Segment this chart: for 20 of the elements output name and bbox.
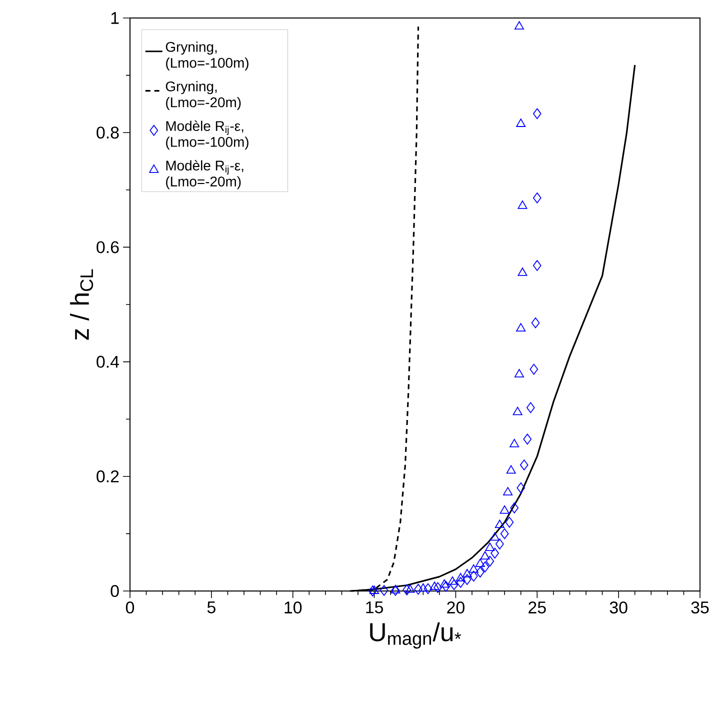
- x-tick-label: 0: [126, 601, 134, 614]
- legend-label: Gryning, (Lmo=-20m): [166, 81, 241, 110]
- x-tick-label: 15: [366, 601, 383, 614]
- y-tick-label: 0.6: [96, 241, 119, 254]
- y-tick-label: 0: [110, 585, 119, 597]
- x-tick-label: 10: [284, 601, 302, 614]
- y-tick-label: 0.8: [96, 126, 119, 139]
- x-tick-label: 30: [610, 601, 628, 614]
- y-tick-label: 1: [111, 12, 119, 24]
- x-tick-label: 5: [207, 601, 216, 614]
- x-tick-label: 20: [447, 601, 464, 614]
- x-tick-label: 35: [691, 601, 709, 614]
- y-tick-label: 0.4: [96, 356, 120, 368]
- legend-label: Modèle R$_{ij}$-ε, (Lmo=-20m): [166, 160, 244, 190]
- legend-label: Gryning, (Lmo=-100m): [166, 42, 248, 71]
- x-tick-label: 25: [528, 601, 546, 614]
- x-axis-title: U$_{magn}$/u$_{*}$: [370, 622, 462, 649]
- y-tick-label: 0.2: [96, 470, 119, 482]
- legend-label: Modèle R$_{ij}$-ε, (Lmo=-100m): [166, 120, 248, 150]
- y-axis-title: z / h$_{CL}$: [70, 269, 94, 340]
